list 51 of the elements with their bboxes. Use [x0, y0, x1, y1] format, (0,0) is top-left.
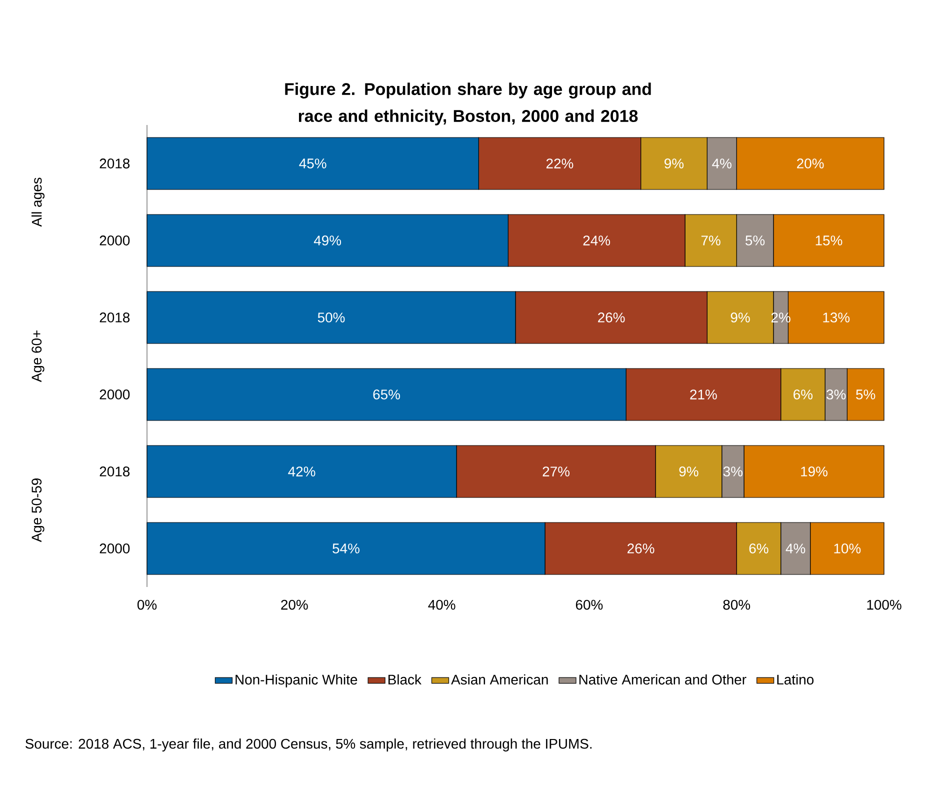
- data-label: 9%: [664, 158, 684, 168]
- data-label: 49%: [314, 236, 342, 246]
- source-note: Source: 2018 ACS, 1-year file, and 2000 Census, 5% sample, retrieved through the IPUMS.: [25, 738, 592, 752]
- y-tick-label: 2018: [100, 466, 130, 476]
- data-label: 26%: [628, 544, 654, 554]
- data-label: 50%: [318, 312, 345, 322]
- data-label: 19%: [801, 466, 828, 476]
- data-label: 27%: [542, 466, 570, 476]
- y-tick-label: 2000: [100, 544, 130, 554]
- data-label: 7%: [701, 236, 720, 246]
- data-label: 65%: [373, 390, 400, 400]
- data-label: 9%: [730, 312, 750, 322]
- legend-label: Black: [388, 674, 422, 685]
- legend-label: Native American and Other: [579, 674, 746, 685]
- data-label: 4%: [712, 158, 732, 168]
- x-tick-label: 60%: [576, 600, 603, 610]
- y-tick-label: 2000: [100, 390, 130, 400]
- data-label: 5%: [746, 236, 765, 246]
- y-tick-label: 2018: [100, 158, 130, 168]
- x-tick-label: 80%: [723, 600, 750, 610]
- data-label: 3%: [723, 466, 742, 476]
- data-label: 26%: [598, 312, 625, 322]
- data-label: 54%: [332, 544, 360, 554]
- data-label: 5%: [856, 390, 876, 400]
- data-label: 21%: [690, 390, 717, 400]
- data-label: 20%: [797, 158, 824, 168]
- data-label: 45%: [299, 158, 326, 168]
- data-label: 4%: [786, 544, 806, 554]
- text: Age 50-59: [32, 478, 44, 542]
- data-label: 13%: [823, 312, 850, 322]
- data-label: 10%: [834, 544, 861, 554]
- text: Age 60+: [32, 330, 44, 382]
- data-label: 42%: [288, 466, 316, 476]
- data-label: 22%: [546, 158, 574, 168]
- x-tick-label: 100%: [867, 600, 902, 610]
- data-label: 15%: [816, 236, 842, 246]
- x-tick-label: 40%: [428, 600, 456, 610]
- data-label: 9%: [679, 466, 698, 476]
- data-label: 24%: [583, 236, 610, 246]
- y-tick-label: 2018: [100, 312, 130, 322]
- text: All ages: [32, 178, 45, 227]
- y-tick-label: 2000: [100, 236, 130, 246]
- legend-label: Asian American: [451, 674, 548, 685]
- x-tick-label: 20%: [281, 600, 308, 610]
- x-tick-label: 0%: [137, 600, 157, 610]
- data-label: 6%: [794, 390, 813, 400]
- legend-label: Latino: [777, 674, 814, 685]
- chart-title: Figure 2. Population share by age group and race and ethnicity, Boston, 2000 and 2018: [285, 82, 651, 126]
- data-label: 6%: [749, 544, 768, 554]
- legend-label: Non-Hispanic White: [236, 674, 358, 688]
- data-label: 3%: [826, 390, 846, 400]
